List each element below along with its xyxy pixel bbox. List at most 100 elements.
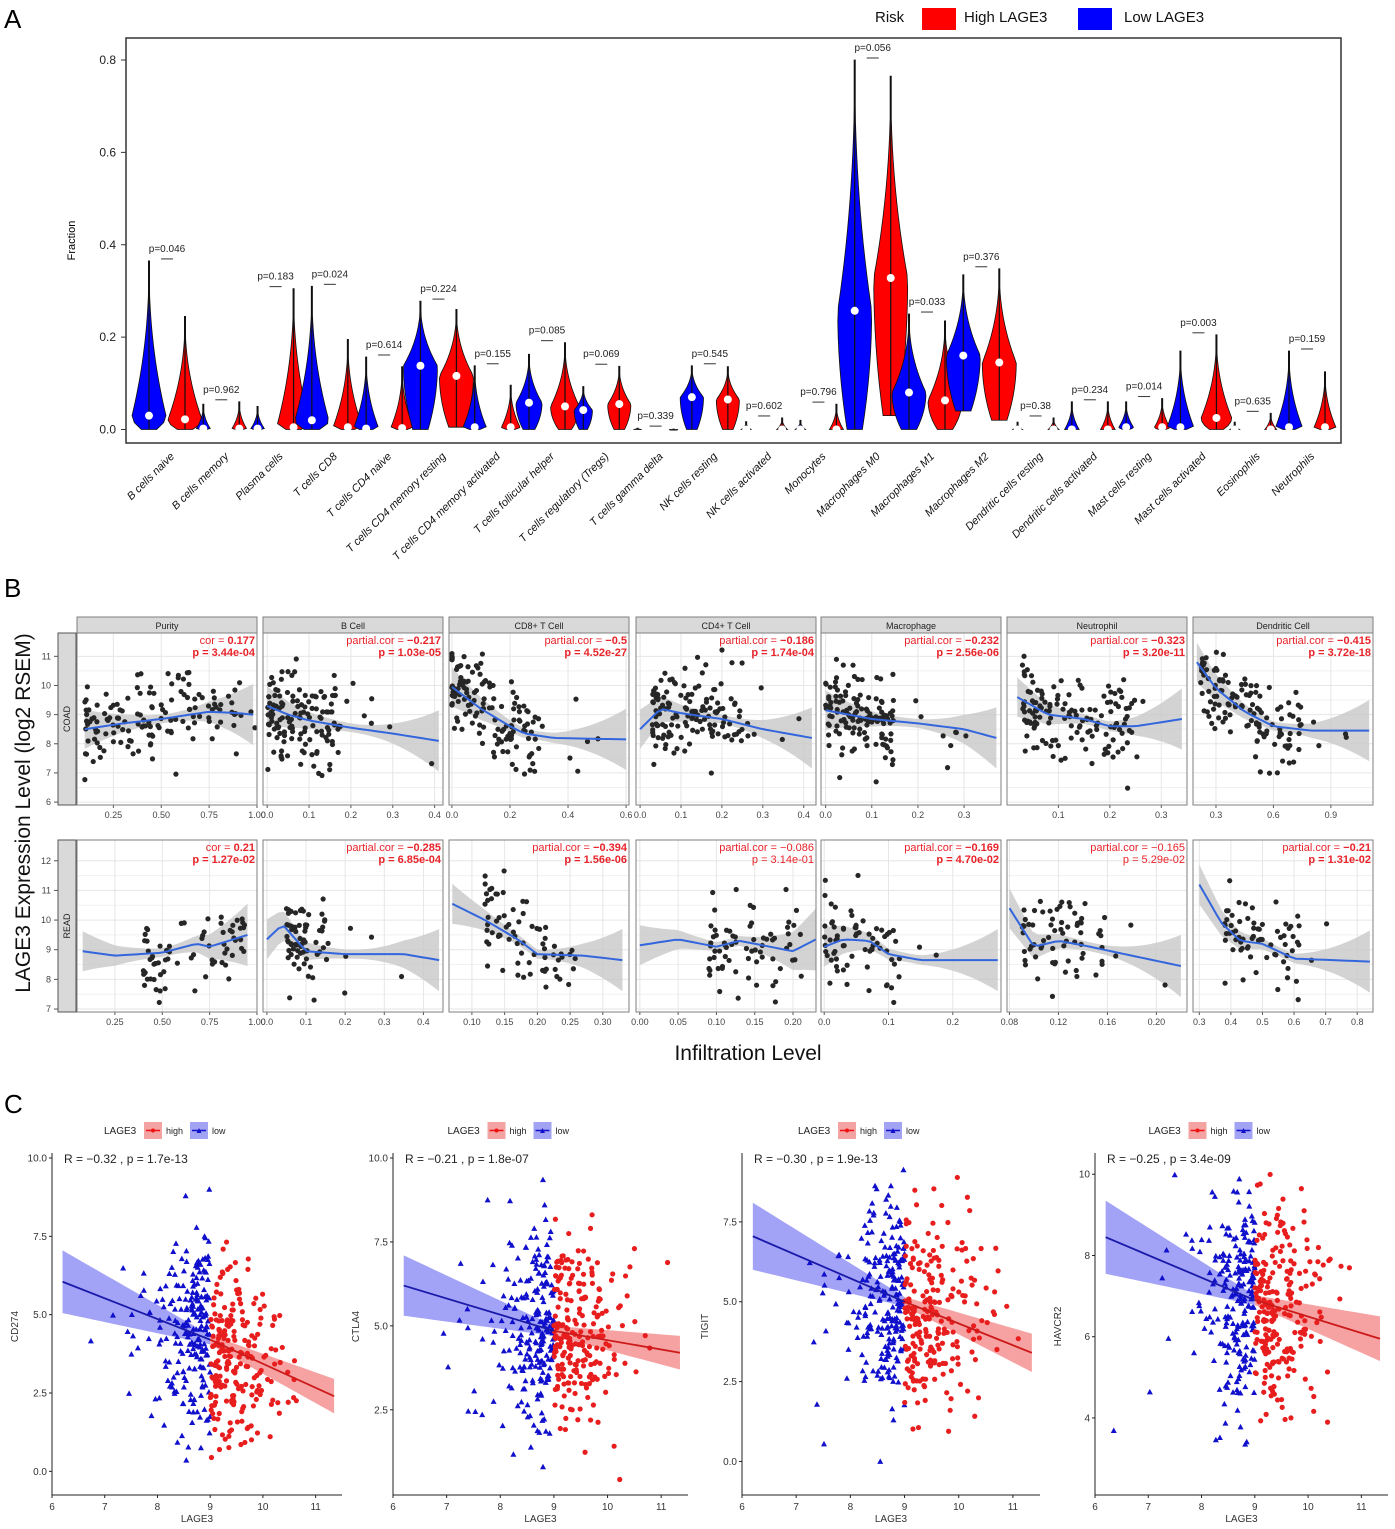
data-point [523,899,530,905]
data-point-low [1246,1203,1253,1209]
legend-marker-low [1241,1128,1246,1133]
data-point [1245,915,1251,922]
data-point [296,966,302,972]
data-point [1278,716,1285,722]
data-point [542,968,548,974]
data-point-high [567,1360,573,1366]
data-point [279,715,285,721]
data-point [713,710,719,716]
data-point [551,943,558,949]
data-point-high [1304,1245,1310,1252]
high-median-dot [778,425,787,434]
data-point-low [890,1364,897,1370]
data-point-low [886,1295,893,1302]
data-point [285,669,291,675]
p-value-label: p=0.614 [366,340,403,351]
data-point [217,719,224,725]
data-point-low [534,1309,541,1315]
data-point-high [902,1381,908,1387]
data-point-low [169,1297,176,1303]
data-point [480,724,487,730]
facet-frame [820,839,1002,1013]
data-point-high [261,1354,267,1360]
data-point-high [940,1371,946,1377]
facet-header-label: CD4+ T Cell [702,621,751,631]
data-point-high [241,1403,247,1410]
data-point-low [529,1296,536,1303]
data-point-low [1237,1423,1244,1430]
data-point [306,912,312,918]
data-point-high [212,1383,219,1389]
data-point [1222,980,1228,986]
data-point-low [174,1333,181,1340]
confidence-band-low [403,1255,554,1336]
data-point-low [479,1411,486,1418]
data-point [1264,715,1270,721]
data-point-high [569,1259,575,1265]
data-point-high [277,1312,283,1319]
data-point-high [993,1245,999,1251]
data-point-low [479,1278,486,1285]
data-point-high [914,1400,921,1406]
data-point [1049,916,1056,922]
data-point-high [902,1305,908,1311]
data-point [281,729,287,735]
loess-trend-line [84,710,254,731]
data-point-low [1216,1386,1223,1392]
p-value-label: p = 3.72e-18 [1308,647,1371,659]
data-point-low [537,1375,544,1381]
data-point [1045,934,1052,941]
data-point-high [226,1433,232,1439]
data-point [151,976,157,983]
x-tick-label: 6 [49,1502,55,1513]
x-tick-label: 0.2 [716,810,729,820]
data-point [532,768,538,774]
high-median-dot [181,415,189,424]
data-point-high [571,1368,577,1374]
data-point-high [902,1399,908,1406]
data-point-low [845,1319,852,1326]
data-point [1021,948,1027,955]
data-point [305,711,311,717]
data-point [708,923,714,929]
data-point [833,675,840,681]
data-point [527,971,533,977]
high-median-dot [615,400,624,409]
data-point [187,706,193,712]
data-point [284,922,290,928]
data-point-high [223,1239,230,1245]
data-point-high [1337,1296,1343,1302]
data-point [90,758,96,765]
data-point-low [183,1457,190,1463]
data-point [1222,715,1229,721]
data-point-low [887,1203,894,1209]
data-point-low [188,1302,195,1309]
data-point-low [528,1329,535,1336]
data-point-low [198,1392,205,1398]
data-point-low [867,1217,874,1223]
panel-b-timer-scatter-grid: LAGE3 Expression Level (log2 RSEM)Infilt… [12,616,1374,1065]
data-point-high [954,1344,960,1350]
data-point [1263,731,1269,737]
data-point [834,723,840,729]
data-point [1293,978,1300,984]
data-point-low [198,1364,205,1370]
data-point [832,679,839,685]
data-point [478,660,484,666]
data-point [368,720,374,726]
regression-line-low [752,1235,905,1303]
data-point [225,693,232,699]
data-point [708,940,714,946]
data-point-high [904,1316,910,1322]
correlation-value: −0.217 [407,635,441,647]
data-point [501,913,507,919]
data-point-low [1250,1322,1257,1329]
data-point [525,709,531,715]
data-point-high [219,1382,226,1388]
data-point-high [227,1353,234,1360]
data-point-low [889,1303,896,1310]
data-point-low [1241,1307,1248,1314]
data-point [1128,922,1134,928]
